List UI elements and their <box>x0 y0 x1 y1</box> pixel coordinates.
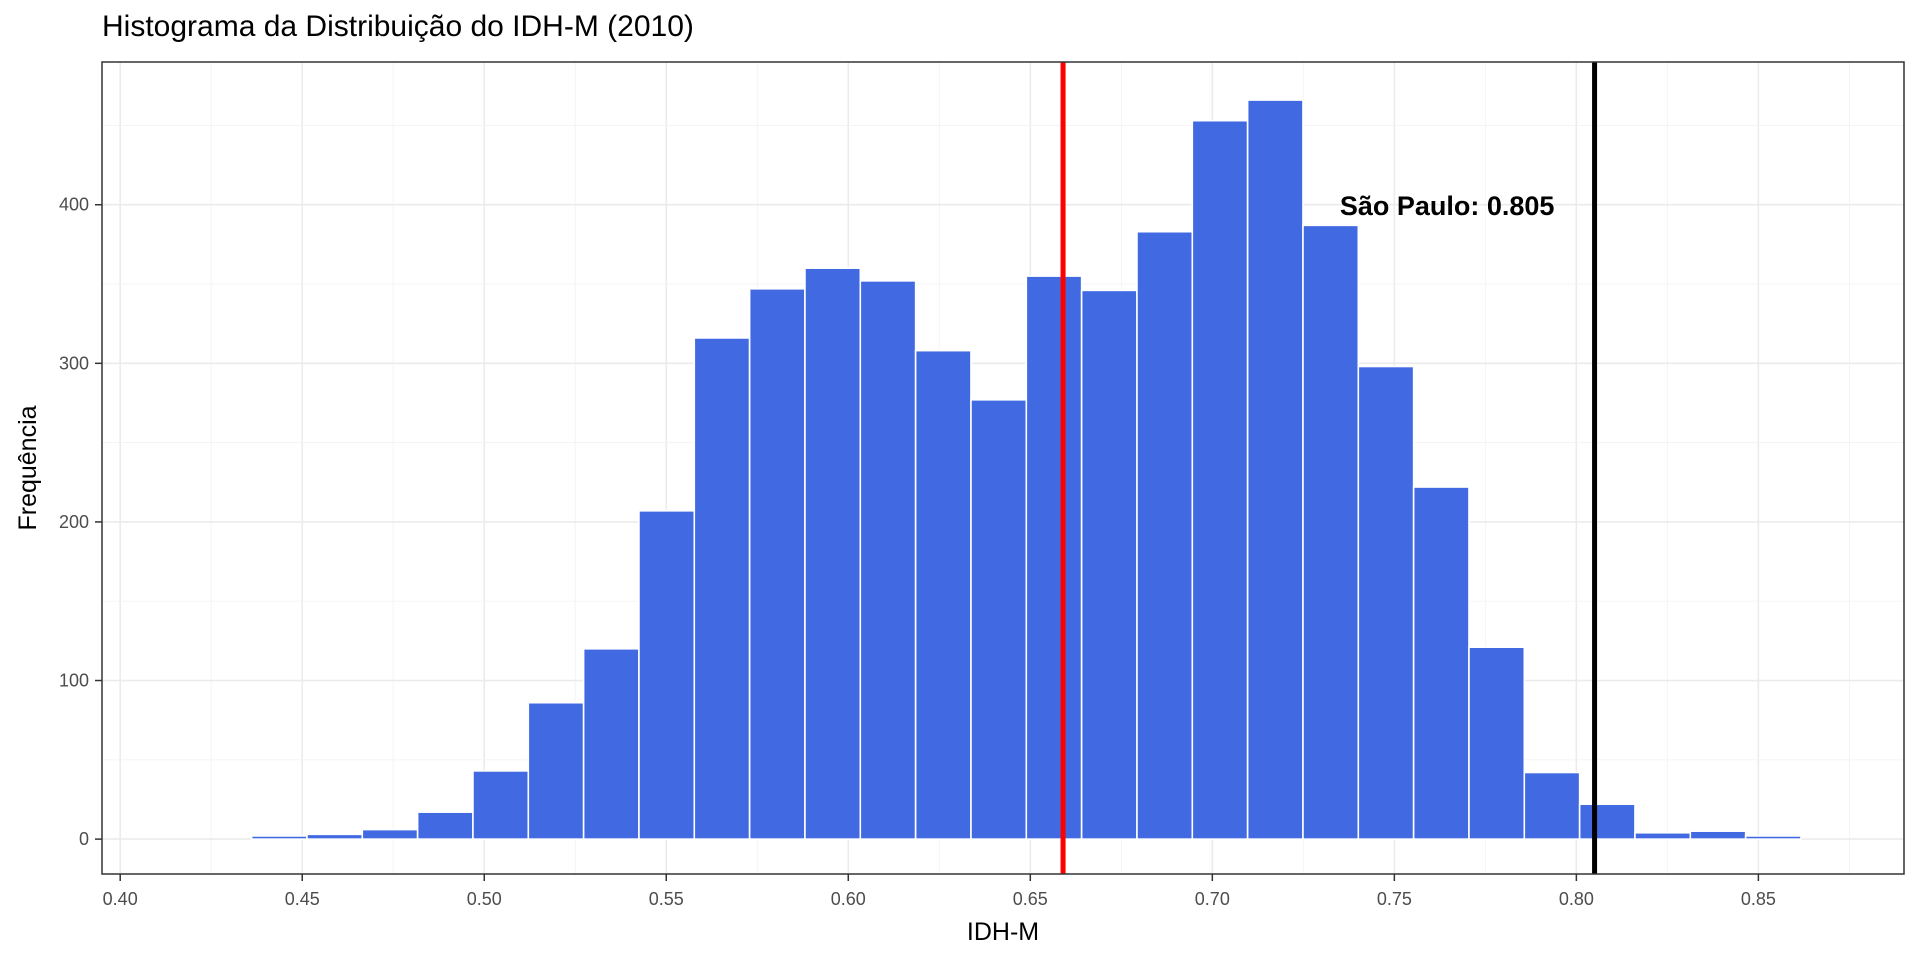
histogram-bar <box>1689 830 1747 840</box>
x-tick-label: 0.60 <box>831 889 866 909</box>
histogram-bar <box>1246 99 1304 840</box>
histogram-bars <box>250 99 1802 840</box>
reference-lines <box>1060 62 1598 874</box>
x-tick-label: 0.40 <box>103 889 138 909</box>
histogram-bar <box>748 287 806 840</box>
histogram-bar <box>472 770 530 840</box>
histogram-bar <box>1136 230 1194 840</box>
histogram-bar <box>1744 835 1802 840</box>
histogram-bar <box>1080 289 1138 840</box>
histogram-bar <box>1025 275 1083 840</box>
histogram-bar <box>693 337 751 840</box>
x-tick-label: 0.45 <box>285 889 320 909</box>
histogram-bar <box>914 349 972 840</box>
histogram-bar <box>1523 771 1581 840</box>
histogram-bar <box>361 828 419 840</box>
histogram-bar <box>638 510 696 840</box>
histogram-bar <box>1412 486 1470 840</box>
y-tick-label: 0 <box>79 829 89 849</box>
plot-panel-border <box>101 61 1905 875</box>
histogram-bar <box>1578 803 1636 840</box>
histogram-bar <box>250 835 308 840</box>
y-axis-title: Frequência <box>14 405 42 530</box>
x-tick-label: 0.80 <box>1559 889 1594 909</box>
x-tick-label: 0.65 <box>1013 889 1048 909</box>
histogram-bar <box>1634 831 1692 840</box>
y-tick-label: 400 <box>59 195 89 215</box>
histogram-bar <box>804 267 862 840</box>
sao-paulo-annotation: São Paulo: 0.805 <box>1340 191 1555 221</box>
y-tick-label: 300 <box>59 353 89 373</box>
x-axis-title: IDH-M <box>967 918 1039 946</box>
histogram-bar <box>306 833 364 840</box>
histogram-bar <box>416 811 474 840</box>
histogram-bar <box>1468 646 1526 840</box>
y-tick-label: 100 <box>59 671 89 691</box>
histogram-bar <box>1302 224 1360 840</box>
histogram-bar <box>527 701 585 840</box>
x-tick-label: 0.50 <box>467 889 502 909</box>
axis-ticks: 0.40 0.45 0.50 0.55 0.60 0.65 0.70 0.75 0.80 0.85… <box>59 195 1776 909</box>
x-tick-label: 0.55 <box>649 889 684 909</box>
chart-title: Histograma da Distribuição do IDH-M (201… <box>102 10 694 43</box>
x-tick-label: 0.70 <box>1195 889 1230 909</box>
histogram-bar <box>859 280 917 840</box>
histogram-bar <box>1191 119 1249 840</box>
x-tick-label: 0.75 <box>1377 889 1412 909</box>
histogram-bar <box>1357 365 1415 840</box>
histogram-bar <box>582 647 640 840</box>
x-tick-label: 0.85 <box>1741 889 1776 909</box>
y-tick-label: 200 <box>59 512 89 532</box>
histogram-bar <box>970 399 1028 840</box>
